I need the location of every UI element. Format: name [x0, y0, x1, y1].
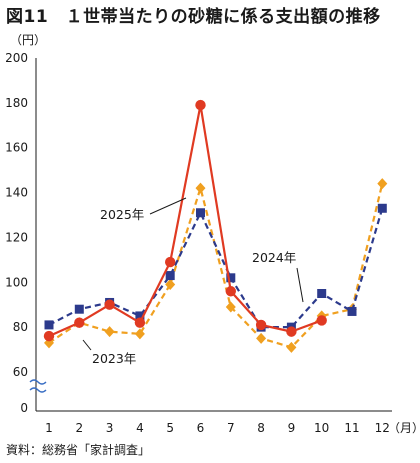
y-tick-labels: 200 180 160 140 120 100 80 60 0	[5, 51, 28, 415]
data-point-y2024	[74, 304, 84, 314]
axis-break-mark	[29, 379, 47, 393]
data-point-y2024	[196, 208, 205, 218]
x-tick-label: 7	[227, 421, 235, 435]
x-tick-label: 1	[45, 421, 53, 435]
x-tick-label: 6	[197, 421, 205, 435]
data-point-y2025	[134, 317, 146, 328]
y-tick-label: 160	[5, 141, 28, 155]
y-tick-label: 60	[13, 365, 28, 379]
data-point-y2024	[377, 203, 387, 213]
y-tick-label: 120	[5, 230, 28, 244]
data-point-y2025	[225, 286, 236, 297]
x-tick-labels: 1 2 3 4 5 6 7 8 9 10 11 12	[45, 421, 390, 435]
axis-break-wave	[29, 379, 47, 385]
data-point-y2023	[104, 326, 115, 338]
data-point-y2023	[134, 328, 145, 340]
series-label-y2024: 2024年	[252, 250, 296, 265]
axis-break-wave	[29, 387, 47, 393]
data-point-y2023	[286, 341, 297, 353]
x-tick-label: 3	[106, 421, 114, 435]
leader-line-y2024	[296, 267, 304, 303]
data-point-y2023	[195, 182, 206, 194]
series-label-y2023: 2023年	[92, 351, 136, 366]
data-point-y2024	[226, 273, 236, 283]
data-point-y2025	[74, 317, 85, 328]
data-point-y2025	[316, 315, 327, 326]
data-point-y2024	[317, 289, 327, 298]
data-point-y2023	[377, 178, 388, 190]
data-point-y2023	[256, 332, 267, 344]
series-layer	[43, 99, 388, 353]
x-tick-label: 5	[166, 421, 174, 435]
data-point-y2023	[165, 279, 176, 291]
series-line-y2023	[48, 183, 384, 349]
y-tick-label: 200	[5, 51, 28, 65]
series-y2025	[43, 99, 327, 342]
data-point-y2024	[44, 320, 54, 330]
x-tick-label: 9	[288, 421, 296, 435]
figure-title: 図11 １世帯当たりの砂糖に係る支出額の推移	[6, 7, 381, 27]
data-point-y2024	[135, 311, 145, 321]
y-tick-label: 180	[5, 96, 28, 110]
series-label-y2025: 2025年	[100, 207, 144, 222]
x-tick-label: 10	[314, 421, 329, 435]
x-axis-unit-label: （月）	[388, 421, 420, 435]
data-point-y2025	[255, 319, 267, 331]
y-axis-unit-label: （円）	[10, 33, 46, 47]
x-tick-label: 2	[75, 421, 83, 435]
data-point-y2025	[43, 330, 55, 342]
series-annotations: 2025年 2024年 2023年	[82, 197, 304, 366]
y-tick-label: 0	[20, 401, 28, 415]
data-point-y2024	[165, 271, 175, 281]
series-line-y2025	[48, 103, 323, 338]
source-note: 資料：総務省「家計調査」	[6, 443, 151, 457]
x-tick-label: 8	[257, 421, 265, 435]
x-tick-label: 12	[375, 421, 390, 435]
data-point-y2025	[165, 256, 176, 268]
data-point-y2025	[195, 99, 206, 111]
leader-line-y2023	[82, 339, 92, 351]
series-line-y2024	[48, 207, 384, 329]
data-point-y2025	[104, 299, 115, 310]
y-tick-label: 100	[5, 275, 28, 289]
x-tick-label: 4	[136, 421, 144, 435]
data-point-y2025	[286, 326, 297, 337]
y-tick-label: 80	[13, 320, 28, 334]
axes	[35, 58, 392, 412]
leader-line-y2025	[149, 197, 187, 215]
data-point-y2023	[225, 301, 236, 313]
x-tick-label: 11	[344, 421, 359, 435]
data-point-y2024	[347, 306, 357, 316]
y-tick-label: 140	[5, 186, 28, 200]
